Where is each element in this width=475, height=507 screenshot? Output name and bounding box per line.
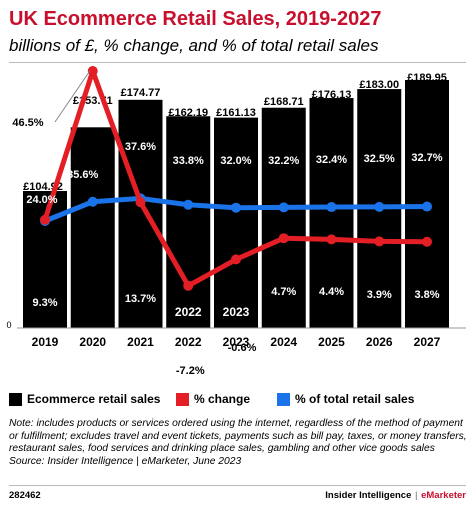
share-label-2020: 35.6%: [67, 169, 98, 181]
share-point-2020: [87, 196, 98, 207]
change-point-2022: [183, 280, 194, 291]
brand-separator: |: [415, 490, 418, 501]
share-point-2024: [278, 202, 289, 213]
change-point-2023: [231, 254, 241, 265]
change-label-2024: 4.7%: [271, 286, 296, 298]
x-tick-2024: 2024: [270, 335, 297, 349]
change-label-2026: 3.9%: [367, 289, 392, 301]
change-point-2019: [40, 214, 50, 225]
legend-item-percent-change: % change: [176, 392, 250, 406]
share-label-2026: 32.5%: [364, 153, 395, 165]
bar-label-2026: £183.00: [359, 79, 399, 91]
x-tick-2019: 2019: [32, 335, 59, 349]
bar-label-2025: £176.13: [312, 89, 352, 101]
change-label-2027: 3.8%: [414, 289, 439, 301]
inline-year-2022: 2022: [175, 305, 202, 319]
legend-item-percent-total: % of total retail sales: [277, 392, 414, 406]
bar-label-2022: £162.19: [168, 107, 208, 119]
legend-swatch-ecommerce-sales: [9, 392, 22, 406]
share-label-2021: 37.6%: [125, 141, 156, 153]
chart-subtitle: billions of £, % change, and % of total …: [9, 36, 379, 55]
brand-insider-intelligence: Insider Intelligence: [325, 490, 412, 501]
change-point-2024: [278, 233, 289, 244]
x-tick-2026: 2026: [366, 335, 393, 349]
change-label-2023: -0.6%: [228, 342, 257, 354]
x-tick-2023: 2023: [223, 335, 250, 349]
change-label-2019: 9.3%: [32, 297, 57, 309]
note-text: Note: includes products or services orde…: [9, 418, 467, 455]
change-point-2027: [422, 236, 432, 247]
change-label-2020: 46.5%: [12, 117, 43, 129]
share-label-2023: 32.0%: [220, 155, 251, 167]
bar-2020: [70, 127, 115, 328]
chart-title: UK Ecommerce Retail Sales, 2019-2027: [9, 8, 382, 30]
source-text: Source: Insider Intelligence | eMarketer…: [9, 455, 242, 467]
legend-swatch-percent-total: [277, 392, 290, 406]
legend-swatch-percent-change: [176, 392, 189, 406]
change-label-2021: 13.7%: [125, 293, 156, 305]
legend-label-percent-change: % change: [194, 392, 251, 406]
share-label-2022: 33.8%: [173, 155, 204, 167]
change-label-2025: 4.4%: [319, 286, 344, 298]
change-point-2020: [87, 66, 98, 76]
share-label-2027: 32.7%: [411, 152, 442, 164]
change-point-2025: [326, 234, 337, 245]
bar-2023: [214, 117, 258, 328]
share-label-2024: 32.2%: [268, 155, 299, 167]
change-point-2021: [135, 197, 146, 208]
share-point-2022: [183, 199, 194, 210]
x-tick-2025: 2025: [318, 335, 345, 349]
zero-label: 0: [6, 320, 11, 330]
change-point-2026: [374, 236, 385, 247]
x-tick-2021: 2021: [127, 335, 154, 349]
bar-label-2024: £168.71: [264, 96, 304, 108]
share-point-2027: [422, 201, 432, 212]
footer-divider: [9, 485, 466, 486]
bar-2021: [118, 99, 163, 328]
bar-2024: [261, 107, 306, 329]
chart-id: 282462: [9, 490, 41, 501]
chart-legend: Ecommerce retail sales % change % of tot…: [9, 392, 469, 408]
share-point-2023: [231, 202, 241, 213]
brand-credit: Insider Intelligence | eMarketer: [325, 490, 466, 501]
share-point-2025: [326, 202, 337, 213]
change-label-2022: -7.2%: [176, 365, 205, 377]
bar-2025: [309, 98, 354, 328]
x-tick-2020: 2020: [79, 335, 106, 349]
bar-label-2021: £174.77: [121, 87, 161, 99]
legend-label-ecommerce-sales: Ecommerce retail sales: [27, 392, 161, 406]
bar-label-2027: £189.95: [407, 72, 447, 84]
inline-year-2023: 2023: [223, 305, 250, 319]
bar-label-2023: £161.13: [216, 107, 256, 119]
x-tick-2027: 2027: [414, 335, 441, 349]
footnote: Note: includes products or services orde…: [9, 418, 467, 468]
share-point-2026: [374, 201, 385, 212]
header-divider: [9, 62, 466, 63]
change-label-leader-2020: [54, 70, 91, 123]
x-tick-2022: 2022: [175, 335, 202, 349]
bar-2022: [166, 116, 211, 328]
legend-label-percent-total: % of total retail sales: [295, 392, 415, 406]
share-label-2025: 32.4%: [316, 154, 347, 166]
legend-item-ecommerce-sales: Ecommerce retail sales: [9, 392, 160, 406]
share-label-2019: 24.0%: [26, 194, 57, 206]
brand-emarketer: eMarketer: [421, 490, 466, 501]
